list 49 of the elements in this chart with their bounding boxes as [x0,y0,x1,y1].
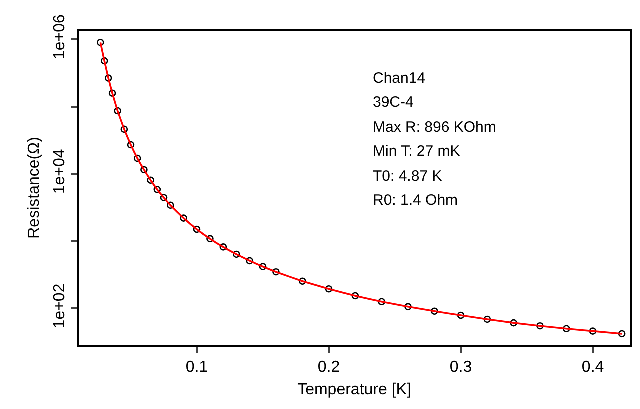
point [536,322,544,330]
y-tick-label: 1e+02 [52,284,69,329]
point [272,268,280,276]
point [166,202,174,210]
point [325,285,333,293]
point [352,292,360,300]
y-tick-label: 1e+04 [52,149,69,194]
point [154,186,162,194]
point [134,154,142,162]
point [457,312,465,320]
point [193,226,201,234]
annotation: 39C-4 [373,94,414,111]
point [206,235,214,243]
x-tick-label: 0.4 [582,359,604,376]
point [232,250,240,258]
point [259,263,267,270]
point [404,303,412,311]
point [180,214,188,222]
point [510,319,518,327]
x-tick-label: 0.3 [450,359,472,376]
point [140,166,148,174]
point [562,325,570,333]
point [246,257,254,265]
y-tick-label: 1e+06 [52,14,69,60]
point [120,126,128,134]
point [108,90,116,98]
annotation: R0: 1.4 Ohm [373,192,458,209]
x-tick-label: 0.2 [318,359,340,376]
point [484,316,492,324]
point [220,244,228,251]
point [618,330,626,338]
point [298,278,306,286]
point [589,328,597,335]
x-tick-label: 0.1 [186,359,208,376]
y-axis-title: Resistance(Ω) [26,137,43,239]
point [114,107,122,115]
annotation: Max R: 896 KOhm [373,119,496,136]
point [430,308,438,316]
point [127,141,135,149]
point [104,74,112,82]
point [97,39,104,46]
annotation: Min T: 27 mK [373,143,460,160]
x-axis-title: Temperature [K] [298,381,412,398]
point [100,57,108,65]
annotation: Chan14 [373,70,426,87]
point [147,176,154,184]
annotation: T0: 4.87 K [373,168,442,185]
point [160,194,168,202]
point [378,298,386,306]
